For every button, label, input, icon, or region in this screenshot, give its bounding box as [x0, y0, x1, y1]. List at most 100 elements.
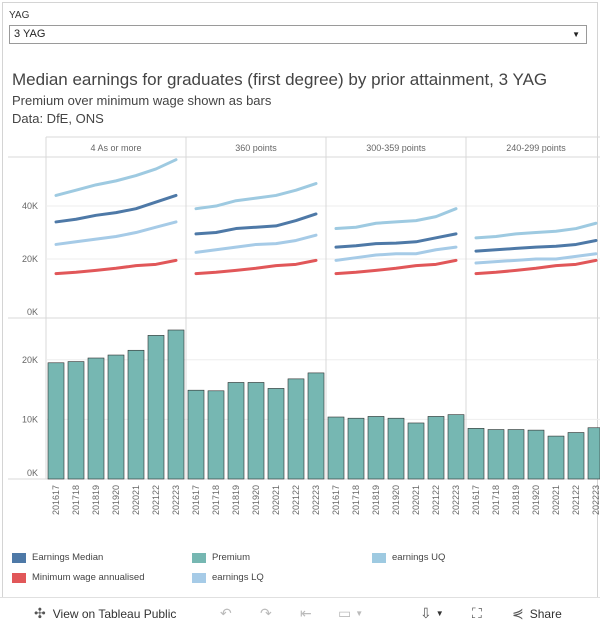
- x-tick-label: 201819: [511, 485, 521, 515]
- x-tick-label: 202021: [131, 485, 141, 515]
- premium-bar: [207, 390, 225, 480]
- premium-bar: [67, 361, 85, 480]
- download-button[interactable]: ⇩ ▼: [420, 605, 444, 621]
- panel-header: 240-299 points: [506, 143, 566, 153]
- revert-button[interactable]: ⇤: [300, 605, 312, 622]
- x-tick-label: 201617: [471, 485, 481, 515]
- panel-header: 4 As or more: [90, 143, 141, 153]
- premium-bar: [327, 416, 345, 480]
- chart-source: Data: DfE, ONS: [12, 111, 104, 126]
- x-tick-label: 202223: [591, 485, 600, 515]
- fullscreen-icon: ⛶: [472, 605, 482, 621]
- minimum-wage-annualised-line: [54, 258, 178, 276]
- x-tick-label: 201920: [111, 485, 121, 515]
- premium-bar: [87, 357, 105, 480]
- legend-swatch: [12, 572, 26, 583]
- earnings-uq-line: [334, 207, 458, 231]
- earnings-median-line: [194, 212, 318, 236]
- premium-bar: [167, 329, 185, 480]
- x-tick-label: 201617: [191, 485, 201, 515]
- premium-bar: [587, 427, 600, 480]
- premium-bar: [407, 422, 425, 480]
- legend-item-premium[interactable]: Premium: [192, 552, 250, 563]
- legend-item-earnings-median[interactable]: Earnings Median: [12, 552, 103, 563]
- premium-bar: [107, 354, 125, 480]
- premium-bar: [367, 416, 385, 480]
- pause-icon: ▭: [338, 605, 352, 621]
- premium-bar: [307, 372, 325, 480]
- share-button[interactable]: ⋞ Share: [512, 605, 562, 622]
- download-icon: ⇩: [420, 605, 432, 621]
- legend-label: Premium: [212, 552, 251, 563]
- premium-bar: [427, 416, 445, 480]
- x-tick-label: 201920: [391, 485, 401, 515]
- tableau-icon: ✣: [34, 605, 46, 621]
- x-tick-label: 202021: [271, 485, 281, 515]
- earnings-lq-line: [334, 245, 458, 262]
- x-tick-label: 201718: [351, 485, 361, 515]
- panel-header: 360 points: [235, 143, 277, 153]
- x-tick-label: 202223: [311, 485, 321, 515]
- earnings-median-line: [54, 193, 178, 224]
- premium-bar: [267, 388, 285, 480]
- line-y-tick-label: 20K: [22, 254, 38, 264]
- share-label: Share: [529, 606, 562, 621]
- legend-label: Minimum wage annualised: [32, 572, 145, 583]
- legend-label: earnings LQ: [212, 572, 264, 583]
- x-tick-label: 201718: [71, 485, 81, 515]
- legend-swatch: [12, 552, 26, 563]
- redo-button[interactable]: ↷: [260, 605, 272, 622]
- view-on-tableau-public-link[interactable]: ✣ View on Tableau Public: [34, 605, 176, 622]
- dropdown-arrow-icon[interactable]: ▼: [572, 30, 580, 39]
- redo-icon: ↷: [260, 605, 272, 621]
- premium-bar: [547, 435, 565, 480]
- pause-button[interactable]: ▭ ▼: [338, 605, 364, 621]
- x-tick-label: 201617: [51, 485, 61, 515]
- x-tick-label: 201920: [251, 485, 261, 515]
- legend-swatch: [192, 552, 206, 563]
- undo-button[interactable]: ↶: [220, 605, 232, 622]
- legend-item-earnings-uq[interactable]: earnings UQ: [372, 552, 445, 563]
- legend-item-minimum-wage[interactable]: Minimum wage annualised: [12, 572, 144, 583]
- premium-bar: [467, 428, 485, 480]
- premium-bar: [507, 429, 525, 480]
- yag-dropdown[interactable]: 3 YAG ▼: [9, 25, 587, 44]
- line-y-tick-label: 0K: [27, 307, 38, 317]
- chart-subtitle: Premium over minimum wage shown as bars: [12, 93, 272, 108]
- premium-bar: [387, 417, 405, 480]
- minimum-wage-annualised-line: [334, 258, 458, 276]
- legend-label: earnings UQ: [392, 552, 446, 563]
- x-tick-label: 202122: [151, 485, 161, 515]
- premium-bar: [127, 349, 145, 480]
- x-tick-label: 202021: [411, 485, 421, 515]
- x-tick-label: 202223: [451, 485, 461, 515]
- view-on-tableau-label: View on Tableau Public: [52, 606, 177, 621]
- legend: Earnings Median Premium earnings UQ Mini…: [0, 545, 600, 590]
- x-tick-label: 202122: [571, 485, 581, 515]
- x-tick-label: 201920: [531, 485, 541, 515]
- fullscreen-button[interactable]: ⛶: [472, 605, 482, 622]
- panel-header: 300-359 points: [366, 143, 426, 153]
- yag-dropdown-value: 3 YAG: [14, 28, 46, 40]
- undo-icon: ↶: [220, 605, 232, 621]
- x-tick-label: 201718: [211, 485, 221, 515]
- chart-title: Median earnings for graduates (first deg…: [12, 70, 548, 89]
- viz-frame: [2, 2, 598, 598]
- minimum-wage-annualised-line: [474, 258, 598, 276]
- premium-bar: [567, 432, 585, 480]
- earnings-lq-line: [194, 233, 318, 254]
- premium-bar: [187, 389, 205, 480]
- x-tick-label: 202223: [171, 485, 181, 515]
- bar-y-tick-label: 10K: [22, 414, 38, 424]
- tableau-toolbar: ✣ View on Tableau Public ↶ ↷ ⇤ ▭ ▼ ⇩ ▼ ⛶ ⋞…: [0, 597, 600, 628]
- legend-item-earnings-lq[interactable]: earnings LQ: [192, 572, 264, 583]
- premium-bar: [147, 335, 165, 480]
- earnings-uq-line: [194, 182, 318, 211]
- x-tick-label: 201819: [91, 485, 101, 515]
- premium-bar: [447, 414, 465, 480]
- premium-bar: [287, 378, 305, 480]
- x-tick-label: 202021: [551, 485, 561, 515]
- share-icon: ⋞: [512, 605, 524, 621]
- premium-bar: [47, 362, 65, 480]
- earnings-uq-line: [54, 158, 178, 197]
